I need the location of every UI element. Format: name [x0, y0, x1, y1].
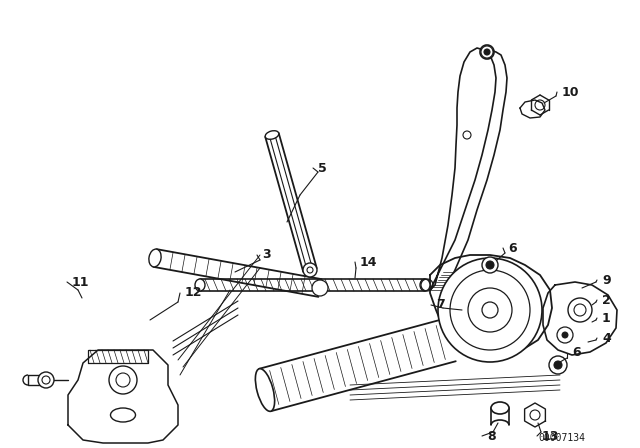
Text: 11: 11	[72, 276, 90, 289]
Text: 9: 9	[602, 273, 611, 287]
Circle shape	[481, 46, 493, 58]
Circle shape	[303, 263, 317, 277]
Polygon shape	[68, 350, 178, 443]
Circle shape	[38, 372, 54, 388]
Circle shape	[562, 332, 568, 338]
Ellipse shape	[111, 408, 136, 422]
Circle shape	[484, 49, 490, 55]
Ellipse shape	[149, 249, 161, 267]
Text: 8: 8	[487, 430, 495, 443]
Circle shape	[554, 361, 562, 369]
Circle shape	[312, 280, 328, 296]
Circle shape	[486, 261, 494, 269]
Circle shape	[482, 302, 498, 318]
Circle shape	[482, 257, 498, 273]
Polygon shape	[543, 282, 617, 355]
Polygon shape	[28, 375, 46, 385]
Text: 6: 6	[508, 241, 516, 254]
Text: 14: 14	[360, 255, 378, 268]
Circle shape	[549, 356, 567, 374]
Text: 4: 4	[602, 332, 611, 345]
Text: 00007134: 00007134	[538, 433, 585, 443]
Text: 2: 2	[602, 293, 611, 306]
Ellipse shape	[265, 131, 279, 139]
Ellipse shape	[255, 369, 275, 411]
Circle shape	[568, 298, 592, 322]
Polygon shape	[525, 403, 545, 427]
Text: 5: 5	[318, 161, 327, 175]
Text: 13: 13	[542, 430, 559, 443]
Polygon shape	[520, 100, 545, 118]
Ellipse shape	[420, 279, 430, 291]
Text: 12: 12	[185, 287, 202, 300]
Text: 7: 7	[436, 298, 445, 311]
Text: 10: 10	[562, 86, 579, 99]
Text: 6: 6	[572, 346, 580, 359]
Text: 1: 1	[602, 311, 611, 324]
Circle shape	[557, 327, 573, 343]
Ellipse shape	[491, 402, 509, 414]
Text: 3: 3	[262, 249, 271, 262]
Ellipse shape	[195, 279, 205, 291]
Circle shape	[109, 366, 137, 394]
Polygon shape	[430, 48, 496, 290]
Circle shape	[438, 258, 542, 362]
Polygon shape	[430, 255, 552, 356]
